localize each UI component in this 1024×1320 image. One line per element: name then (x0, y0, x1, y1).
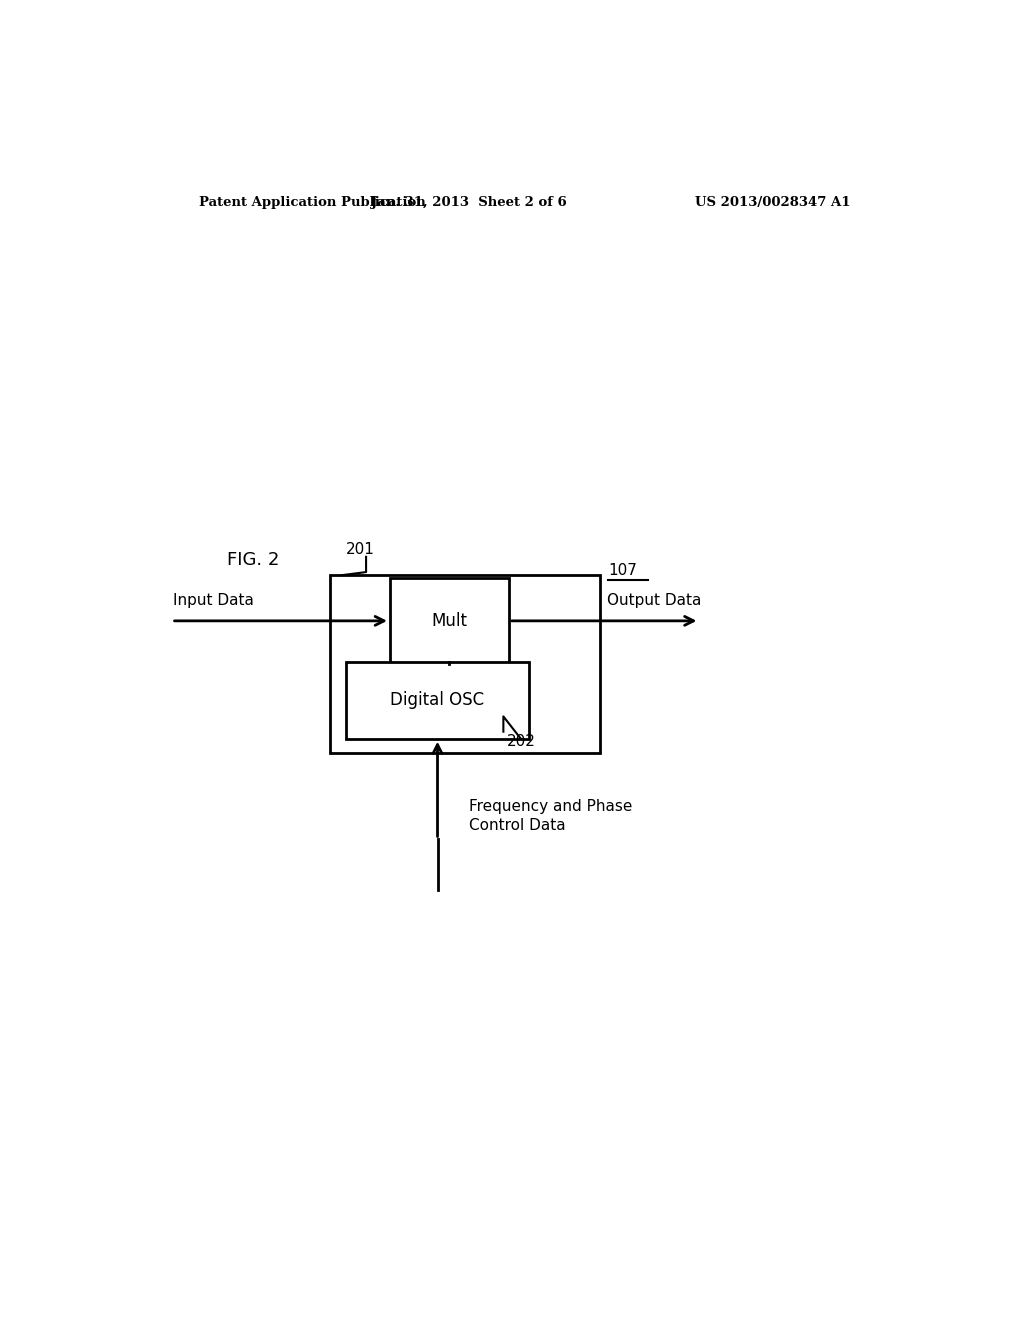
Text: Control Data: Control Data (469, 817, 566, 833)
Text: US 2013/0028347 A1: US 2013/0028347 A1 (694, 195, 850, 209)
Bar (390, 578, 509, 664)
Text: Digital OSC: Digital OSC (390, 692, 484, 709)
Text: Frequency and Phase: Frequency and Phase (469, 800, 633, 814)
Text: 202: 202 (507, 734, 537, 750)
Text: FIG. 2: FIG. 2 (227, 550, 280, 569)
Text: Output Data: Output Data (606, 593, 700, 609)
Text: Input Data: Input Data (173, 593, 254, 609)
Text: 107: 107 (608, 562, 637, 578)
Text: Mult: Mult (431, 612, 467, 630)
Text: 201: 201 (346, 543, 375, 557)
Bar (346, 661, 528, 739)
Text: Patent Application Publication: Patent Application Publication (200, 195, 426, 209)
Bar (331, 576, 600, 752)
Text: Jan. 31, 2013  Sheet 2 of 6: Jan. 31, 2013 Sheet 2 of 6 (372, 195, 567, 209)
